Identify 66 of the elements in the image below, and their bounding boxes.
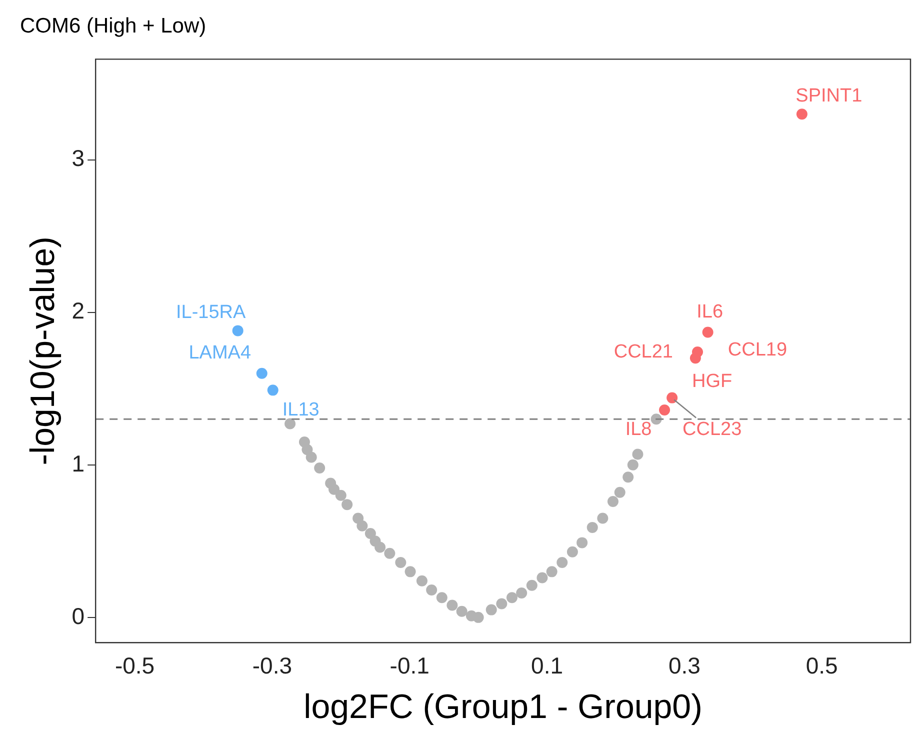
annotation: IL6 xyxy=(696,301,724,322)
point xyxy=(796,108,808,120)
point xyxy=(556,557,568,568)
point xyxy=(306,452,317,463)
annotation: HGF xyxy=(692,371,732,392)
annotation: CCL21 xyxy=(614,341,674,362)
point xyxy=(364,528,376,540)
annotation: IL13 xyxy=(282,399,320,420)
point xyxy=(335,490,346,501)
point xyxy=(576,537,588,548)
point xyxy=(426,584,438,596)
point xyxy=(702,326,714,338)
point xyxy=(526,580,538,591)
point xyxy=(607,496,618,508)
point xyxy=(627,459,638,470)
point xyxy=(586,522,598,533)
point xyxy=(546,566,558,578)
y-tick-label: 2 xyxy=(72,298,85,324)
point xyxy=(632,448,644,460)
point xyxy=(614,486,626,498)
point xyxy=(622,472,634,483)
x-tick-label: 0.1 xyxy=(531,652,564,679)
chart-title: COM6 (High + Low) xyxy=(20,14,206,38)
annotation: SPINT1 xyxy=(796,85,862,106)
point xyxy=(597,512,608,524)
point xyxy=(256,368,268,379)
point xyxy=(666,392,678,404)
point xyxy=(342,499,353,510)
point xyxy=(267,384,278,396)
point xyxy=(472,612,484,623)
point xyxy=(314,462,326,474)
point xyxy=(486,604,497,616)
x-tick-label: -0.1 xyxy=(390,652,430,679)
point xyxy=(659,404,670,416)
point xyxy=(446,600,458,611)
annotation: LAMA4 xyxy=(188,342,252,364)
point xyxy=(456,606,468,617)
y-tick-label: 1 xyxy=(72,450,85,476)
point xyxy=(416,575,428,586)
x-tick-label: 0.5 xyxy=(806,652,838,679)
point xyxy=(356,520,368,532)
annotation: IL8 xyxy=(625,419,652,440)
point xyxy=(384,548,396,559)
point xyxy=(395,557,406,568)
point xyxy=(566,546,578,558)
point xyxy=(374,542,386,553)
x-tick-label: -0.5 xyxy=(114,652,155,679)
annotation: IL-15RA xyxy=(176,302,246,323)
point xyxy=(506,592,518,604)
point xyxy=(328,484,340,495)
y-tick-label: 0 xyxy=(72,602,85,629)
annotation: CCL19 xyxy=(728,339,788,360)
point xyxy=(232,325,244,336)
y-tick-label: 3 xyxy=(72,145,85,172)
x-tick-label: 0.3 xyxy=(668,652,700,679)
point xyxy=(404,566,416,578)
x-axis-title: log2FC (Group1 - Group0) xyxy=(304,688,702,726)
y-axis-title: -log10(p-value) xyxy=(24,236,62,466)
point xyxy=(536,572,548,584)
point xyxy=(516,588,528,599)
point xyxy=(436,592,448,604)
point xyxy=(284,418,296,430)
x-tick-label: -0.3 xyxy=(252,652,292,679)
point xyxy=(496,598,508,610)
annotation: CCL23 xyxy=(682,419,742,440)
point xyxy=(690,352,701,364)
